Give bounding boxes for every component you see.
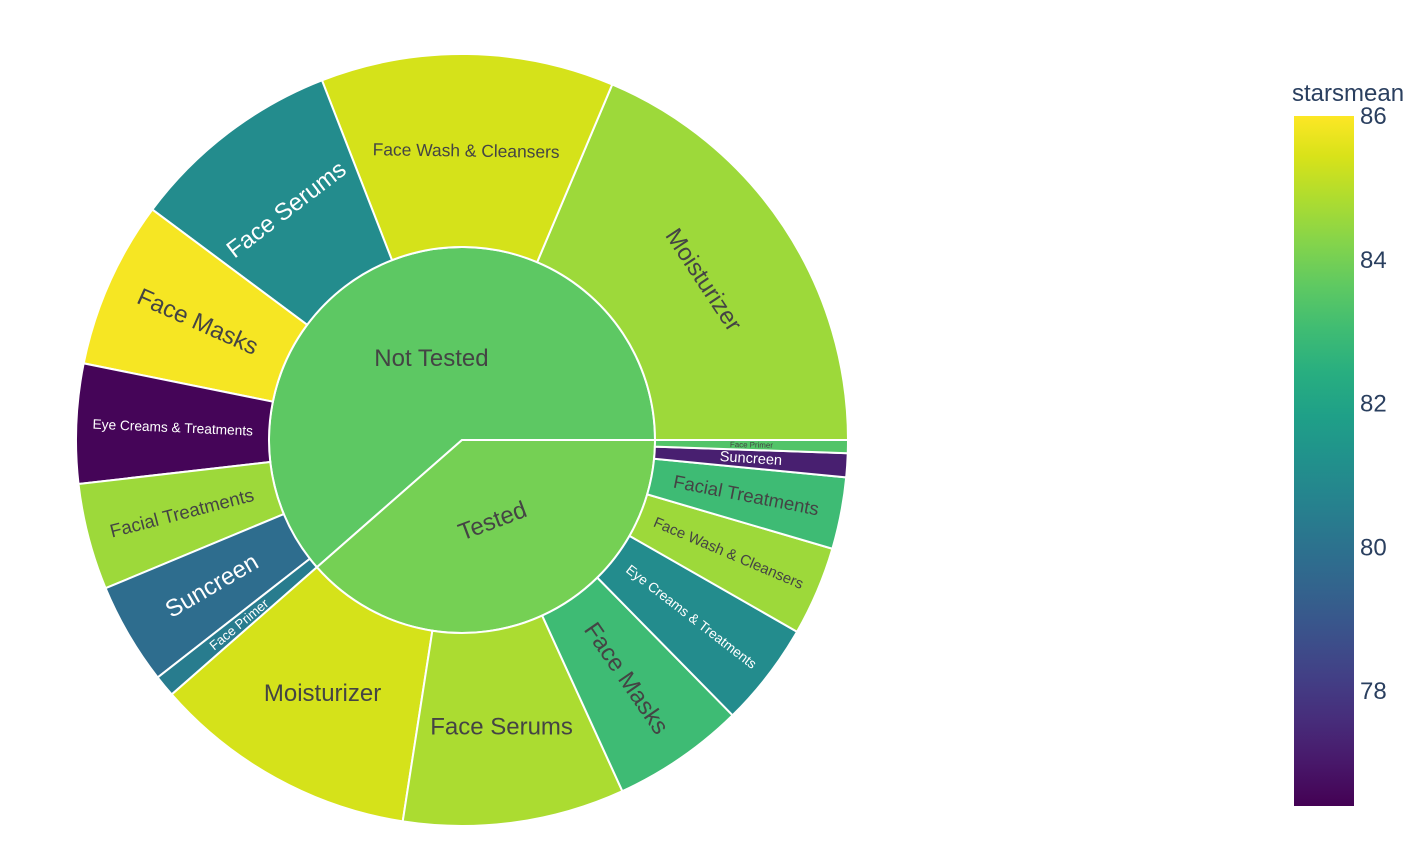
sector-label-tested-face-primer: Face Primer bbox=[730, 440, 773, 450]
sector-label-tested-face-serums: Face Serums bbox=[430, 713, 573, 740]
sector-tested-moisturizer[interactable] bbox=[170, 565, 434, 823]
colorbar-tick-label: 84 bbox=[1360, 247, 1387, 274]
colorbar-title: starsmean bbox=[1292, 80, 1404, 107]
colorbar-tick-label: 80 bbox=[1360, 534, 1387, 561]
sunburst-layer: Not Tested Moisturizer Face Wash & Cleanse… bbox=[75, 53, 850, 827]
sector-label-not-tested-eye-creams-treatments: Eye Creams & Treatments bbox=[92, 417, 253, 439]
colorbar-tick-label: 86 bbox=[1360, 103, 1387, 130]
colorbar: starsmean 78 80 82 84 86 bbox=[1292, 80, 1404, 806]
sector-label-tested-moisturizer: Moisturizer bbox=[264, 680, 381, 707]
colorbar-bar bbox=[1294, 116, 1354, 806]
colorbar-tick-label: 82 bbox=[1360, 391, 1387, 418]
sector-tested-face-primer[interactable] bbox=[653, 439, 850, 455]
sector-label-tested-suncreen: Suncreen bbox=[719, 449, 782, 469]
sector-label-not-tested: Not Tested bbox=[374, 345, 488, 372]
sector-not-tested-face-wash-cleansers[interactable] bbox=[320, 53, 614, 264]
colorbar-tick-label: 78 bbox=[1360, 678, 1387, 705]
sector-not-tested-moisturizer[interactable] bbox=[535, 83, 850, 441]
colorbar-ticks: 78 80 82 84 86 bbox=[1360, 103, 1387, 705]
sector-label-not-tested-face-wash-cleansers: Face Wash & Cleansers bbox=[373, 139, 560, 162]
